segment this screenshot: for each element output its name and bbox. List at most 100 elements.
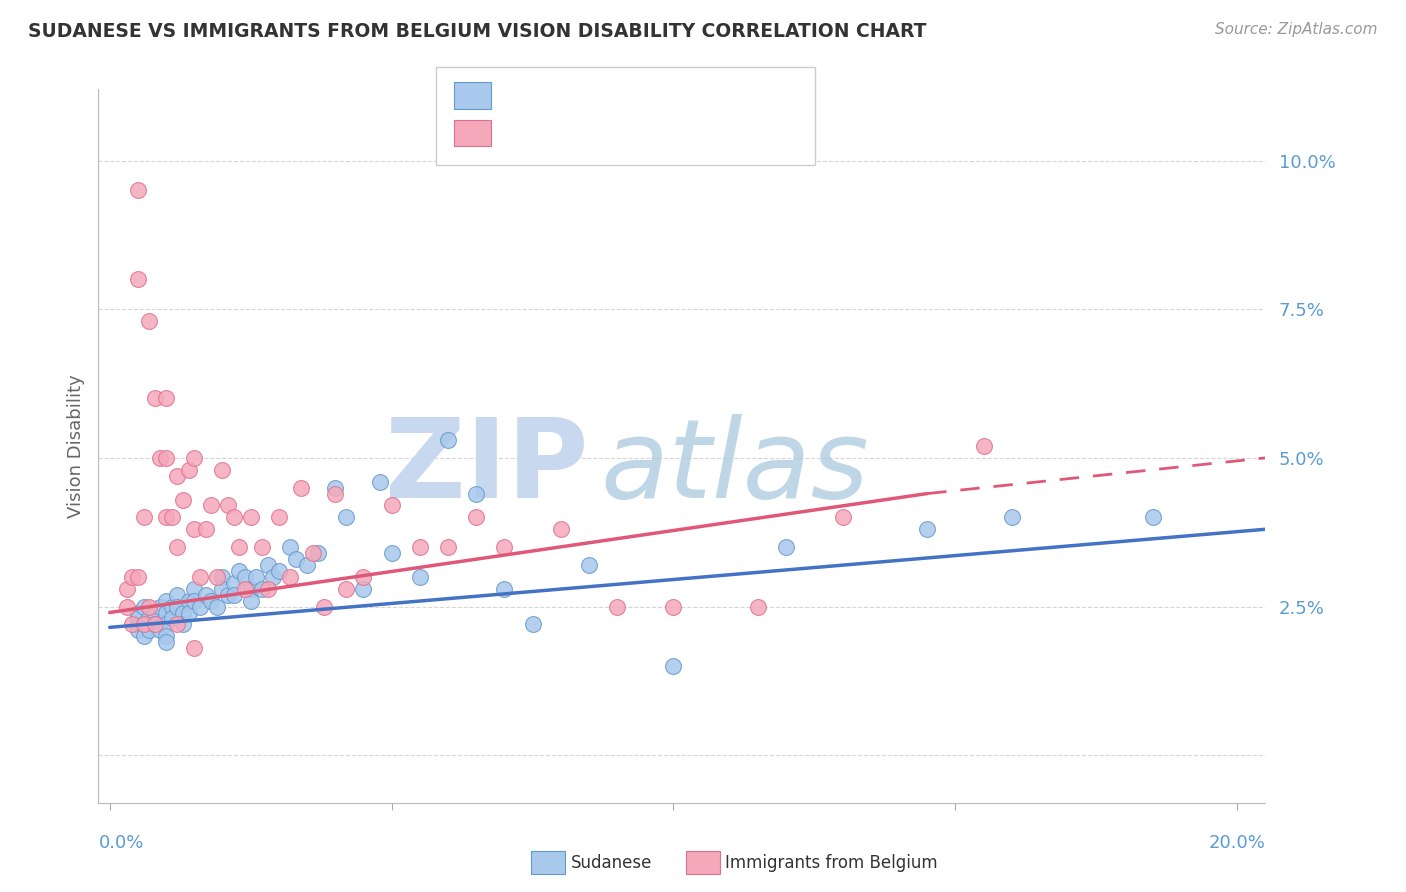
Point — [228, 564, 250, 578]
Point — [160, 599, 183, 614]
Point — [256, 582, 278, 596]
Point — [166, 468, 188, 483]
Point — [143, 617, 166, 632]
Point — [183, 582, 205, 596]
Point — [578, 558, 600, 572]
Point — [307, 546, 329, 560]
Point — [155, 635, 177, 649]
Point — [494, 582, 516, 596]
Point — [166, 599, 188, 614]
Point — [132, 599, 155, 614]
Text: R = 0.259: R = 0.259 — [499, 87, 598, 104]
Point — [217, 588, 239, 602]
Point — [200, 499, 222, 513]
Point — [494, 540, 516, 554]
Point — [155, 593, 177, 607]
Point — [465, 510, 488, 524]
Point — [115, 599, 138, 614]
Point — [278, 570, 301, 584]
Point — [155, 606, 177, 620]
Point — [115, 582, 138, 596]
Point — [323, 481, 346, 495]
Point — [1001, 510, 1024, 524]
Text: N = 66: N = 66 — [661, 87, 728, 104]
Point — [205, 599, 228, 614]
Point — [155, 510, 177, 524]
Point — [233, 570, 256, 584]
Point — [915, 522, 938, 536]
Point — [228, 540, 250, 554]
Point — [239, 510, 262, 524]
Point — [301, 546, 323, 560]
Point — [166, 540, 188, 554]
Point — [522, 617, 544, 632]
Point — [381, 546, 404, 560]
Point — [278, 540, 301, 554]
Point — [775, 540, 797, 554]
Point — [138, 599, 160, 614]
Point — [149, 624, 172, 638]
Point — [409, 540, 432, 554]
Point — [335, 582, 357, 596]
Point — [239, 593, 262, 607]
Point — [205, 570, 228, 584]
Point — [127, 611, 149, 625]
Point — [177, 606, 200, 620]
Point — [239, 582, 262, 596]
Point — [245, 570, 267, 584]
Point — [166, 617, 188, 632]
Point — [312, 599, 335, 614]
Point — [188, 599, 211, 614]
Point — [662, 599, 685, 614]
Point — [138, 624, 160, 638]
Point — [132, 617, 155, 632]
Point — [267, 510, 290, 524]
Point — [211, 570, 233, 584]
Text: 20.0%: 20.0% — [1209, 834, 1265, 852]
Point — [211, 582, 233, 596]
Point — [368, 475, 391, 489]
Point — [381, 499, 404, 513]
Point — [550, 522, 572, 536]
Point — [262, 570, 284, 584]
Text: R =  0.131: R = 0.131 — [499, 124, 603, 142]
Point — [256, 558, 278, 572]
Text: Sudanese: Sudanese — [571, 854, 652, 871]
Point — [143, 392, 166, 406]
Point — [127, 570, 149, 584]
Point — [155, 617, 177, 632]
Text: ZIP: ZIP — [385, 414, 589, 521]
Point — [127, 606, 149, 620]
Point — [217, 499, 239, 513]
Point — [295, 558, 318, 572]
Point — [127, 624, 149, 638]
Point — [138, 611, 160, 625]
Point — [437, 540, 460, 554]
Point — [127, 183, 149, 197]
Point — [250, 540, 273, 554]
Point — [172, 617, 194, 632]
Point — [831, 510, 853, 524]
Point — [183, 450, 205, 465]
Point — [250, 582, 273, 596]
Point — [127, 272, 149, 286]
Point — [222, 575, 245, 590]
Y-axis label: Vision Disability: Vision Disability — [66, 374, 84, 518]
Text: atlas: atlas — [600, 414, 869, 521]
Point — [121, 570, 143, 584]
Point — [194, 588, 217, 602]
Point — [132, 510, 155, 524]
Point — [211, 463, 233, 477]
Point — [662, 659, 685, 673]
Point — [437, 433, 460, 447]
Point — [132, 617, 155, 632]
Point — [172, 606, 194, 620]
Point — [323, 486, 346, 500]
Point — [155, 392, 177, 406]
Point — [155, 629, 177, 643]
Point — [267, 564, 290, 578]
Point — [465, 486, 488, 500]
Point — [177, 593, 200, 607]
Point — [222, 588, 245, 602]
Text: N = 57: N = 57 — [661, 124, 728, 142]
